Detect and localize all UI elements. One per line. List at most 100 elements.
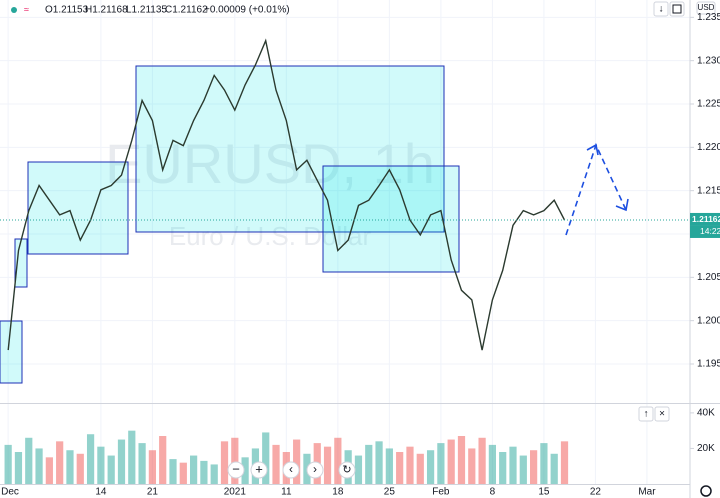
- forecast-path: [565, 142, 627, 236]
- zone-rect: [27, 161, 129, 255]
- volume-bar: [519, 455, 527, 484]
- ohlc-high: H1.21168: [85, 5, 128, 16]
- ohlc-open: O1.21153: [45, 5, 89, 16]
- volume-bar: [97, 446, 105, 484]
- countdown-label: 14:22: [700, 226, 720, 236]
- volume-bar: [231, 437, 239, 484]
- x-tick-label: 2021: [224, 487, 247, 498]
- forecast-arrow: [565, 142, 629, 236]
- settings-button[interactable]: [700, 485, 712, 497]
- volume-bar: [190, 455, 198, 484]
- y-tick-label: 1.23000: [697, 55, 720, 66]
- zoom-in-button[interactable]: [250, 461, 268, 479]
- volume-bar: [354, 455, 363, 484]
- x-tick-label: Feb: [432, 487, 450, 498]
- volume-bar: [169, 459, 177, 484]
- volume-bar: [241, 457, 249, 484]
- volume-bar: [138, 443, 146, 484]
- volume-bar: [14, 452, 23, 484]
- volume-bar: [560, 441, 569, 484]
- volume-bar: [447, 439, 455, 484]
- volume-bar: [488, 444, 496, 484]
- x-tick-label: 8: [490, 487, 496, 498]
- volume-bar: [210, 464, 218, 484]
- y-tick-label: 1.23500: [697, 12, 720, 23]
- volume-bar: [323, 446, 332, 484]
- volume-bar: [385, 448, 393, 484]
- pane-close-icon: ×: [659, 409, 665, 420]
- volume-bar: [365, 444, 373, 484]
- scroll-down-icon: ↓: [659, 4, 664, 15]
- volume-bar: [45, 457, 53, 484]
- x-tick-label: Dec: [1, 487, 19, 498]
- x-tick-label: 11: [281, 487, 292, 498]
- zone-rect: [135, 65, 445, 233]
- x-tick-label: 22: [590, 487, 602, 498]
- x-tick-label: 14: [95, 487, 107, 498]
- volume-bar: [117, 439, 126, 484]
- currency-button[interactable]: [696, 1, 716, 15]
- volume-bar: [148, 450, 156, 484]
- volume-bar: [272, 444, 280, 484]
- ohlc-low: L1.21135: [126, 5, 167, 16]
- marks: [4, 38, 569, 484]
- volume-bar: [56, 441, 64, 484]
- y-tick-label: 1.19500: [697, 359, 720, 370]
- volume-bar: [334, 437, 342, 484]
- volume-bar: [25, 437, 33, 484]
- last-price-label: 1.21162: [692, 214, 720, 224]
- volume-bar: [179, 462, 187, 484]
- volume-bar: [107, 455, 115, 484]
- last-price-box: [690, 212, 720, 226]
- zone-rect: [322, 165, 460, 273]
- y-tick-label: 1.21500: [697, 185, 720, 196]
- zoom-in-icon: +: [255, 461, 263, 476]
- volume-bar: [4, 444, 12, 484]
- volume-bar: [499, 452, 507, 484]
- ohlc-legend: O1.21153 H1.21168 L1.21135 C1.21162 +0.0…: [45, 5, 290, 16]
- scroll-right-button[interactable]: [306, 461, 324, 479]
- x-tick-label: 21: [147, 487, 159, 498]
- reset-icon: ↻: [342, 464, 351, 476]
- arrow-head: [615, 198, 629, 212]
- pane-close-button[interactable]: [654, 406, 670, 422]
- volume-bar: [509, 446, 517, 484]
- countdown-box: [690, 225, 720, 238]
- zoom-toolbar: − + ‹ › ↻: [227, 461, 356, 479]
- volume-bar: [550, 453, 558, 484]
- volume-bar: [468, 448, 476, 484]
- y-tick-label: 40K: [697, 408, 715, 419]
- reset-button[interactable]: [338, 461, 356, 479]
- arrow-head: [586, 143, 599, 156]
- zone-rect: [0, 320, 23, 384]
- zoom-out-button[interactable]: [227, 461, 245, 479]
- scroll-left-button[interactable]: [282, 461, 300, 479]
- x-tick-label: 15: [538, 487, 550, 498]
- volume-bar: [76, 453, 84, 484]
- volume-bar: [262, 432, 270, 484]
- volume-bar: [159, 436, 167, 484]
- watermark-sub: Euro / U.S. Dollar: [169, 221, 372, 251]
- volume-bar: [396, 452, 404, 484]
- pane-up-button[interactable]: [638, 406, 654, 422]
- volume-bar: [200, 460, 208, 484]
- volume-bar: [66, 450, 74, 484]
- y-tick-label: 1.20000: [697, 315, 720, 326]
- y-tick-label: 20K: [697, 443, 715, 454]
- volume-bar: [35, 448, 43, 484]
- currency-label: USD: [698, 3, 715, 12]
- volume-bar: [86, 434, 95, 484]
- pane-up-icon: ↑: [644, 409, 649, 420]
- symbol-icon: ≈: [24, 4, 29, 14]
- volume-bar: [220, 441, 229, 484]
- volume-bar: [540, 443, 548, 484]
- scroll-down-button[interactable]: [653, 1, 669, 17]
- volume-bar: [416, 453, 424, 484]
- volume-bar: [457, 436, 466, 484]
- x-tick-label: 18: [332, 487, 344, 498]
- zoom-out-icon: −: [232, 461, 240, 476]
- volume-bar: [375, 441, 383, 484]
- maximize-button[interactable]: [669, 1, 685, 17]
- volume-bar: [426, 450, 435, 484]
- status-dot: [11, 7, 17, 13]
